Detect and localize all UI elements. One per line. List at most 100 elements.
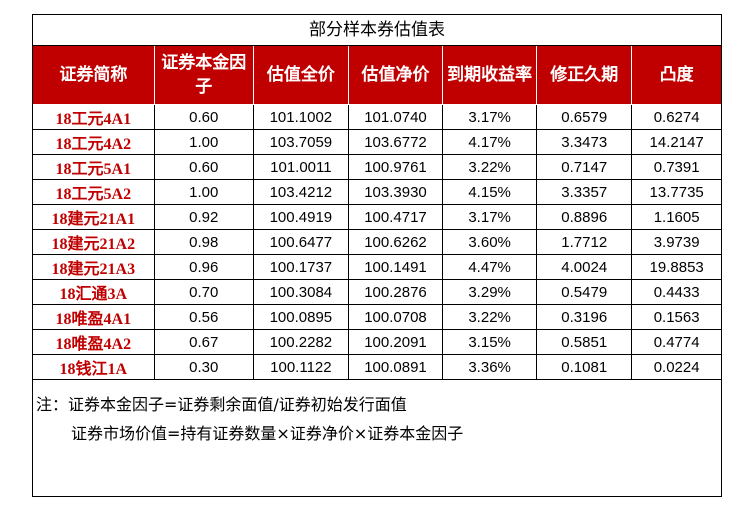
header-row: 证券简称 证券本金因子 估值全价 估值净价 到期收益率 修正久期 凸度 (33, 46, 721, 105)
table-cell: 0.3196 (536, 304, 633, 330)
footnote-line: 注：证券本金因子=证券剩余面值/证券初始发行面值 (36, 395, 407, 414)
table-cell: 4.47% (442, 254, 538, 280)
security-name-cell: 18工元4A2 (33, 129, 155, 155)
table-cell: 100.0891 (347, 354, 444, 380)
table-cell: 100.6477 (252, 229, 349, 255)
security-name-cell: 18建元21A1 (33, 204, 155, 230)
table-row: 18唯盈4A2 0.67 100.2282 100.2091 3.15% 0.5851 0.… (33, 329, 721, 355)
header-cell: 证券简称 (33, 46, 155, 105)
table-cell: 0.4433 (631, 279, 721, 305)
table-cell: 0.1563 (631, 304, 721, 330)
table-cell: 13.7735 (631, 179, 721, 205)
table-cell: 100.4919 (252, 204, 349, 230)
table-cell: 0.7391 (631, 154, 721, 180)
table-cell: 3.29% (442, 279, 538, 305)
table-cell: 0.7147 (536, 154, 633, 180)
table-cell: 0.5479 (536, 279, 633, 305)
table-cell: 103.3930 (347, 179, 444, 205)
table-cell: 103.7059 (252, 129, 349, 155)
header-cell: 修正久期 (536, 46, 633, 105)
security-name-cell: 18汇通3A (33, 279, 155, 305)
table-row: 18唯盈4A1 0.56 100.0895 100.0708 3.22% 0.3196 0.… (33, 304, 721, 330)
table-cell: 19.8853 (631, 254, 721, 280)
table-cell: 100.3084 (252, 279, 349, 305)
table-cell: 0.6274 (631, 104, 721, 130)
table-row: 18钱江1A 0.30 100.1122 100.0891 3.36% 0.1081 0.0… (33, 354, 721, 380)
table-cell: 100.6262 (347, 229, 444, 255)
header-cell: 估值全价 (252, 46, 349, 105)
security-name-cell: 18建元21A2 (33, 229, 155, 255)
table-row: 18工元5A2 1.00 103.4212 103.3930 4.15% 3.3357 13… (33, 179, 721, 205)
table-cell: 3.3473 (536, 129, 633, 155)
table-cell: 0.1081 (536, 354, 633, 380)
table-cell: 3.17% (442, 204, 538, 230)
table-cell: 103.6772 (347, 129, 444, 155)
table-cell: 3.22% (442, 304, 538, 330)
table-cell: 0.6579 (536, 104, 633, 130)
table-row: 18工元5A1 0.60 101.0011 100.9761 3.22% 0.7147 0.… (33, 154, 721, 180)
footnote-line: 证券市场价值=持有证券数量×证券净价×证券本金因子 (71, 424, 464, 443)
table-cell: 100.2091 (347, 329, 444, 355)
table-row: 18建元21A1 0.92 100.4919 100.4717 3.17% 0.8896 1… (33, 204, 721, 230)
table-cell: 101.1002 (252, 104, 349, 130)
table-row: 18建元21A3 0.96 100.1737 100.1491 4.47% 4.0024 1… (33, 254, 721, 280)
table-cell: 3.15% (442, 329, 538, 355)
table-cell: 3.60% (442, 229, 538, 255)
header-cell: 凸度 (631, 46, 721, 105)
security-name-cell: 18工元4A1 (33, 104, 155, 130)
table-cell: 3.17% (442, 104, 538, 130)
table-cell: 100.1122 (252, 354, 349, 380)
table-cell: 100.1491 (347, 254, 444, 280)
table-title: 部分样本券估值表 (33, 15, 721, 46)
table-cell: 4.0024 (536, 254, 633, 280)
table-cell: 0.30 (153, 354, 254, 380)
valuation-table: 证券简称 证券本金因子 估值全价 估值净价 到期收益率 修正久期 凸度 18工元… (33, 46, 721, 380)
table-row: 18工元4A2 1.00 103.7059 103.6772 4.17% 3.3473 14… (33, 129, 721, 155)
security-name-cell: 18唯盈4A1 (33, 304, 155, 330)
footnotes: 注：证券本金因子=证券剩余面值/证券初始发行面值 证券市场价值=持有证券数量×证… (33, 380, 721, 448)
table-cell: 3.36% (442, 354, 538, 380)
header-cell: 证券本金因子 (153, 46, 254, 105)
table-cell: 0.92 (153, 204, 254, 230)
header-cell: 到期收益率 (442, 46, 538, 105)
table-cell: 0.8896 (536, 204, 633, 230)
table-cell: 1.00 (153, 129, 254, 155)
table-cell: 1.1605 (631, 204, 721, 230)
table-cell: 3.3357 (536, 179, 633, 205)
security-name-cell: 18建元21A3 (33, 254, 155, 280)
table-cell: 3.9739 (631, 229, 721, 255)
table-row: 18汇通3A 0.70 100.3084 100.2876 3.29% 0.5479 0.4… (33, 279, 721, 305)
table-cell: 3.22% (442, 154, 538, 180)
table-row: 18工元4A1 0.60 101.1002 101.0740 3.17% 0.6579 0.… (33, 104, 721, 130)
table-cell: 103.4212 (252, 179, 349, 205)
security-name-cell: 18钱江1A (33, 354, 155, 380)
table-cell: 100.0708 (347, 304, 444, 330)
table-cell: 0.5851 (536, 329, 633, 355)
table-cell: 0.0224 (631, 354, 721, 380)
table-cell: 0.4774 (631, 329, 721, 355)
table-cell: 4.15% (442, 179, 538, 205)
table-cell: 100.2282 (252, 329, 349, 355)
table-body: 18工元4A1 0.60 101.1002 101.0740 3.17% 0.6579 0.… (33, 104, 721, 380)
table-cell: 1.00 (153, 179, 254, 205)
table-row: 18建元21A2 0.98 100.6477 100.6262 3.60% 1.7712 3… (33, 229, 721, 255)
table-cell: 0.56 (153, 304, 254, 330)
table-cell: 100.0895 (252, 304, 349, 330)
table-cell: 100.9761 (347, 154, 444, 180)
table-cell: 0.96 (153, 254, 254, 280)
table-cell: 101.0011 (252, 154, 349, 180)
table-cell: 101.0740 (347, 104, 444, 130)
table-cell: 0.70 (153, 279, 254, 305)
security-name-cell: 18工元5A2 (33, 179, 155, 205)
table-cell: 1.7712 (536, 229, 633, 255)
table-cell: 14.2147 (631, 129, 721, 155)
table-cell: 100.1737 (252, 254, 349, 280)
table-cell: 4.17% (442, 129, 538, 155)
header-cell: 估值净价 (347, 46, 444, 105)
table-cell: 0.98 (153, 229, 254, 255)
table-cell: 0.60 (153, 104, 254, 130)
valuation-table-panel: 部分样本券估值表 证券简称 证券本金因子 估值全价 估值净价 到期收益率 修正久… (32, 14, 722, 497)
security-name-cell: 18工元5A1 (33, 154, 155, 180)
table-cell: 0.67 (153, 329, 254, 355)
table-cell: 100.2876 (347, 279, 444, 305)
